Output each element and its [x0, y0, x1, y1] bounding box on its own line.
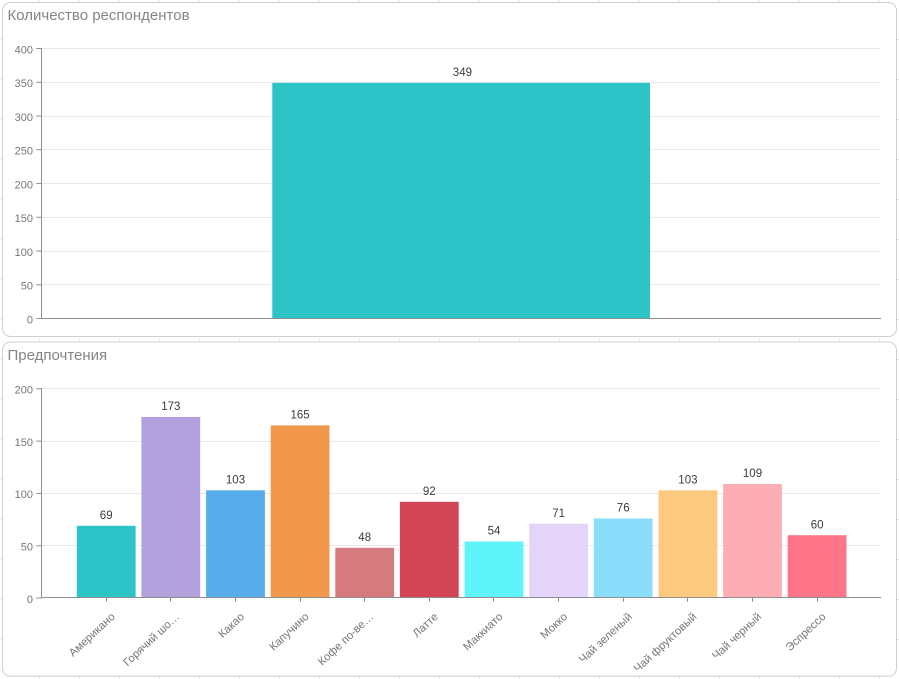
svg-text:60: 60	[811, 519, 824, 531]
svg-text:300: 300	[15, 112, 33, 124]
svg-text:349: 349	[453, 67, 472, 79]
svg-text:50: 50	[21, 281, 33, 293]
svg-text:150: 150	[15, 213, 33, 225]
svg-text:0: 0	[27, 314, 33, 326]
svg-text:Количество респондентов: Количество респондентов	[8, 7, 190, 24]
svg-text:173: 173	[161, 401, 180, 413]
svg-text:103: 103	[678, 475, 697, 487]
svg-text:165: 165	[291, 410, 310, 422]
svg-text:71: 71	[552, 508, 565, 520]
svg-text:69: 69	[100, 510, 113, 522]
svg-text:50: 50	[21, 542, 33, 554]
svg-text:92: 92	[423, 486, 436, 498]
svg-text:48: 48	[358, 532, 371, 544]
svg-text:350: 350	[15, 78, 33, 90]
svg-text:200: 200	[15, 179, 33, 191]
svg-text:100: 100	[15, 489, 33, 501]
svg-text:0: 0	[27, 594, 33, 606]
svg-text:100: 100	[15, 247, 33, 259]
svg-text:400: 400	[15, 44, 33, 56]
svg-text:250: 250	[15, 146, 33, 158]
svg-text:150: 150	[15, 437, 33, 449]
svg-text:109: 109	[743, 468, 762, 480]
svg-text:200: 200	[15, 385, 33, 397]
svg-text:103: 103	[226, 475, 245, 487]
svg-text:54: 54	[488, 526, 501, 538]
svg-text:Предпочтения: Предпочтения	[8, 347, 108, 364]
svg-text:76: 76	[617, 503, 630, 515]
